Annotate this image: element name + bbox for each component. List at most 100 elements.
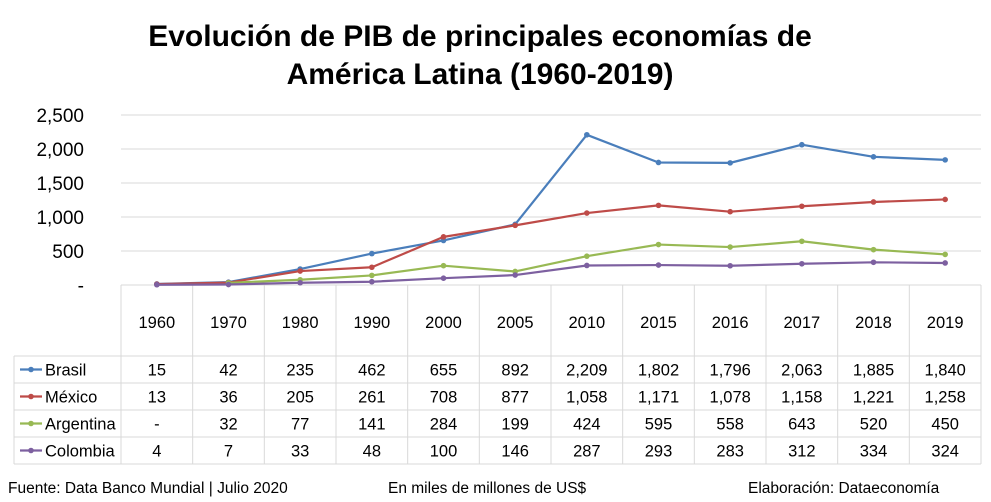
table-cell: 1,796: [710, 362, 751, 380]
y-tick-label: 1,500: [36, 174, 84, 195]
data-point: [870, 199, 877, 205]
series-line-méxico: [156, 198, 946, 286]
data-point: [727, 208, 733, 215]
table-cell: 293: [645, 443, 673, 461]
data-point: [727, 244, 733, 250]
data-point: [799, 260, 805, 267]
x-tick-label: 2018: [855, 314, 892, 332]
data-point: [655, 241, 662, 248]
table-cell: 708: [430, 389, 458, 407]
data-point: [870, 246, 877, 253]
data-point: [369, 264, 375, 271]
x-tick-label: 2000: [425, 314, 462, 332]
data-point: [799, 141, 805, 148]
legend-label: Brasil: [45, 362, 86, 380]
table-cell: 450: [931, 416, 959, 434]
units-note: En miles de millones de US$: [388, 480, 587, 497]
table-cell: 283: [716, 443, 744, 461]
legend-key-marker: [28, 366, 34, 373]
chart-title-line-2: América Latina (1960-2019): [286, 58, 674, 91]
table-cell: 1,078: [710, 389, 751, 407]
table-cell: 595: [645, 416, 673, 434]
table-cell: 1,058: [566, 389, 607, 407]
data-point: [655, 262, 662, 268]
data-point: [369, 278, 375, 285]
table-cell: 284: [430, 416, 458, 434]
table-cell: 558: [716, 416, 744, 434]
table-cell: 199: [501, 416, 529, 434]
source-note: Fuente: Data Banco Mundial | Julio 2020: [8, 480, 288, 497]
table-cell: 520: [860, 416, 888, 434]
table-cell: 261: [358, 389, 386, 407]
table-cell: 100: [430, 443, 458, 461]
table-cell: 141: [358, 416, 386, 434]
data-point: [727, 262, 733, 269]
table-cell: 877: [501, 389, 529, 407]
data-point: [655, 159, 662, 166]
x-tick-label: 1970: [210, 314, 247, 332]
x-tick-label: 1980: [282, 314, 319, 332]
x-tick-label: 2010: [568, 314, 605, 332]
table-cell: 334: [860, 443, 888, 461]
table-cell: 205: [286, 389, 314, 407]
data-point: [297, 279, 303, 286]
data-point: [799, 238, 805, 245]
table-cell: 462: [358, 362, 386, 380]
table-cell: 655: [430, 362, 458, 380]
table-cell: 2,063: [781, 362, 822, 380]
data-point: [942, 157, 948, 163]
data-point: [942, 251, 948, 258]
data-point: [154, 281, 160, 288]
legend-key-marker: [28, 447, 34, 454]
chart-title: Evolución de PIB de principales economía…: [80, 18, 880, 94]
table-cell: 1,221: [853, 389, 894, 407]
y-tick-label: 1,000: [36, 208, 84, 229]
data-point: [225, 281, 232, 288]
legend-label: Argentina: [45, 416, 116, 434]
table-cell: 1,840: [925, 362, 966, 380]
table-cell: 146: [501, 443, 529, 461]
table-cell: 77: [291, 416, 309, 434]
credit-note: Elaboración: Dataeconomía: [748, 480, 940, 497]
table-cell: 892: [501, 362, 529, 380]
table-cell: 643: [788, 416, 816, 434]
data-point: [584, 262, 590, 269]
data-point: [584, 253, 590, 259]
table-cell: 7: [224, 443, 233, 461]
chart-title-line-1: Evolución de PIB de principales economía…: [148, 20, 812, 53]
table-cell: 4: [152, 443, 161, 461]
data-point: [369, 272, 375, 279]
data-point: [870, 154, 877, 160]
y-tick-label: 2,000: [36, 140, 84, 161]
table-cell: -: [154, 416, 160, 434]
table-cell: 32: [219, 416, 237, 434]
x-tick-label: 2015: [640, 314, 677, 332]
data-point: [870, 259, 877, 266]
data-point: [440, 275, 447, 282]
legend-label: Colombia: [45, 443, 116, 461]
data-point: [727, 160, 733, 166]
data-point: [440, 234, 447, 240]
legend-label: México: [45, 389, 97, 407]
data-point: [512, 272, 518, 278]
table-cell: 1,158: [781, 389, 822, 407]
legend-key-marker: [28, 420, 34, 427]
table-cell: 42: [219, 362, 237, 380]
data-point: [942, 260, 948, 266]
table-cell: 312: [788, 443, 816, 461]
table-cell: 287: [573, 443, 601, 461]
grid-lines: [13, 114, 982, 465]
x-tick-label: 2005: [497, 314, 534, 332]
data-point: [297, 268, 303, 274]
table-cell: 2,209: [566, 362, 607, 380]
table-cell: 235: [286, 362, 314, 380]
series-line-brasil: [156, 133, 946, 286]
table-cell: 324: [931, 443, 959, 461]
data-point: [440, 262, 447, 269]
y-tick-label: -: [78, 276, 84, 297]
table-cell: 13: [148, 389, 166, 407]
y-tick-label: 2,500: [36, 106, 84, 127]
x-tick-label: 2019: [927, 314, 964, 332]
x-tick-label: 2016: [712, 314, 749, 332]
y-tick-label: 500: [52, 242, 84, 263]
